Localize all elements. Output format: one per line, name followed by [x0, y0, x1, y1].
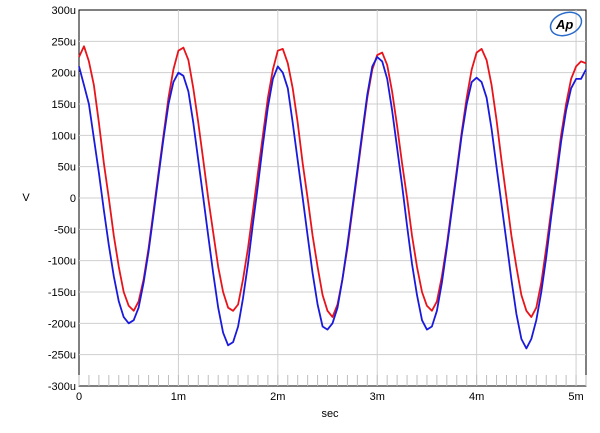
x-minor-ticks — [78, 375, 587, 386]
y-tick-label: -50u — [54, 224, 76, 236]
x-axis-title: sec — [321, 408, 339, 420]
y-tick-label: -200u — [48, 318, 76, 330]
logo-text: Ap — [555, 17, 573, 32]
series-line-1 — [78, 56, 587, 350]
y-tick-label: -150u — [48, 287, 76, 299]
y-tick-label: 200u — [52, 68, 76, 80]
ap-logo-icon: Ap — [549, 11, 583, 37]
y-tick-label: 150u — [52, 99, 76, 111]
series-layer — [78, 45, 587, 350]
y-tick-label: 0 — [70, 193, 76, 205]
y-tick-label: -250u — [48, 350, 76, 362]
x-tick-label: 1m — [171, 391, 186, 403]
x-tick-label: 4m — [469, 391, 484, 403]
y-tick-label: -300u — [48, 381, 76, 393]
y-tick-label: -100u — [48, 256, 76, 268]
y-tick-labels: 300u 250u 200u 150u 100u 50u 0 -50u -100u -150u -2… — [48, 5, 76, 393]
x-tick-label: 0 — [76, 391, 82, 403]
y-tick-label: 300u — [52, 5, 76, 17]
x-tick-labels: 0 1m 2m 3m 4m 5m — [76, 391, 584, 403]
y-tick-label: 50u — [58, 162, 76, 174]
x-tick-label: 5m — [568, 391, 583, 403]
x-tick-label: 2m — [270, 391, 285, 403]
y-tick-label: 250u — [52, 36, 76, 48]
y-tick-label: 100u — [52, 130, 76, 142]
x-tick-label: 3m — [370, 391, 385, 403]
y-axis-title: V — [22, 192, 30, 204]
